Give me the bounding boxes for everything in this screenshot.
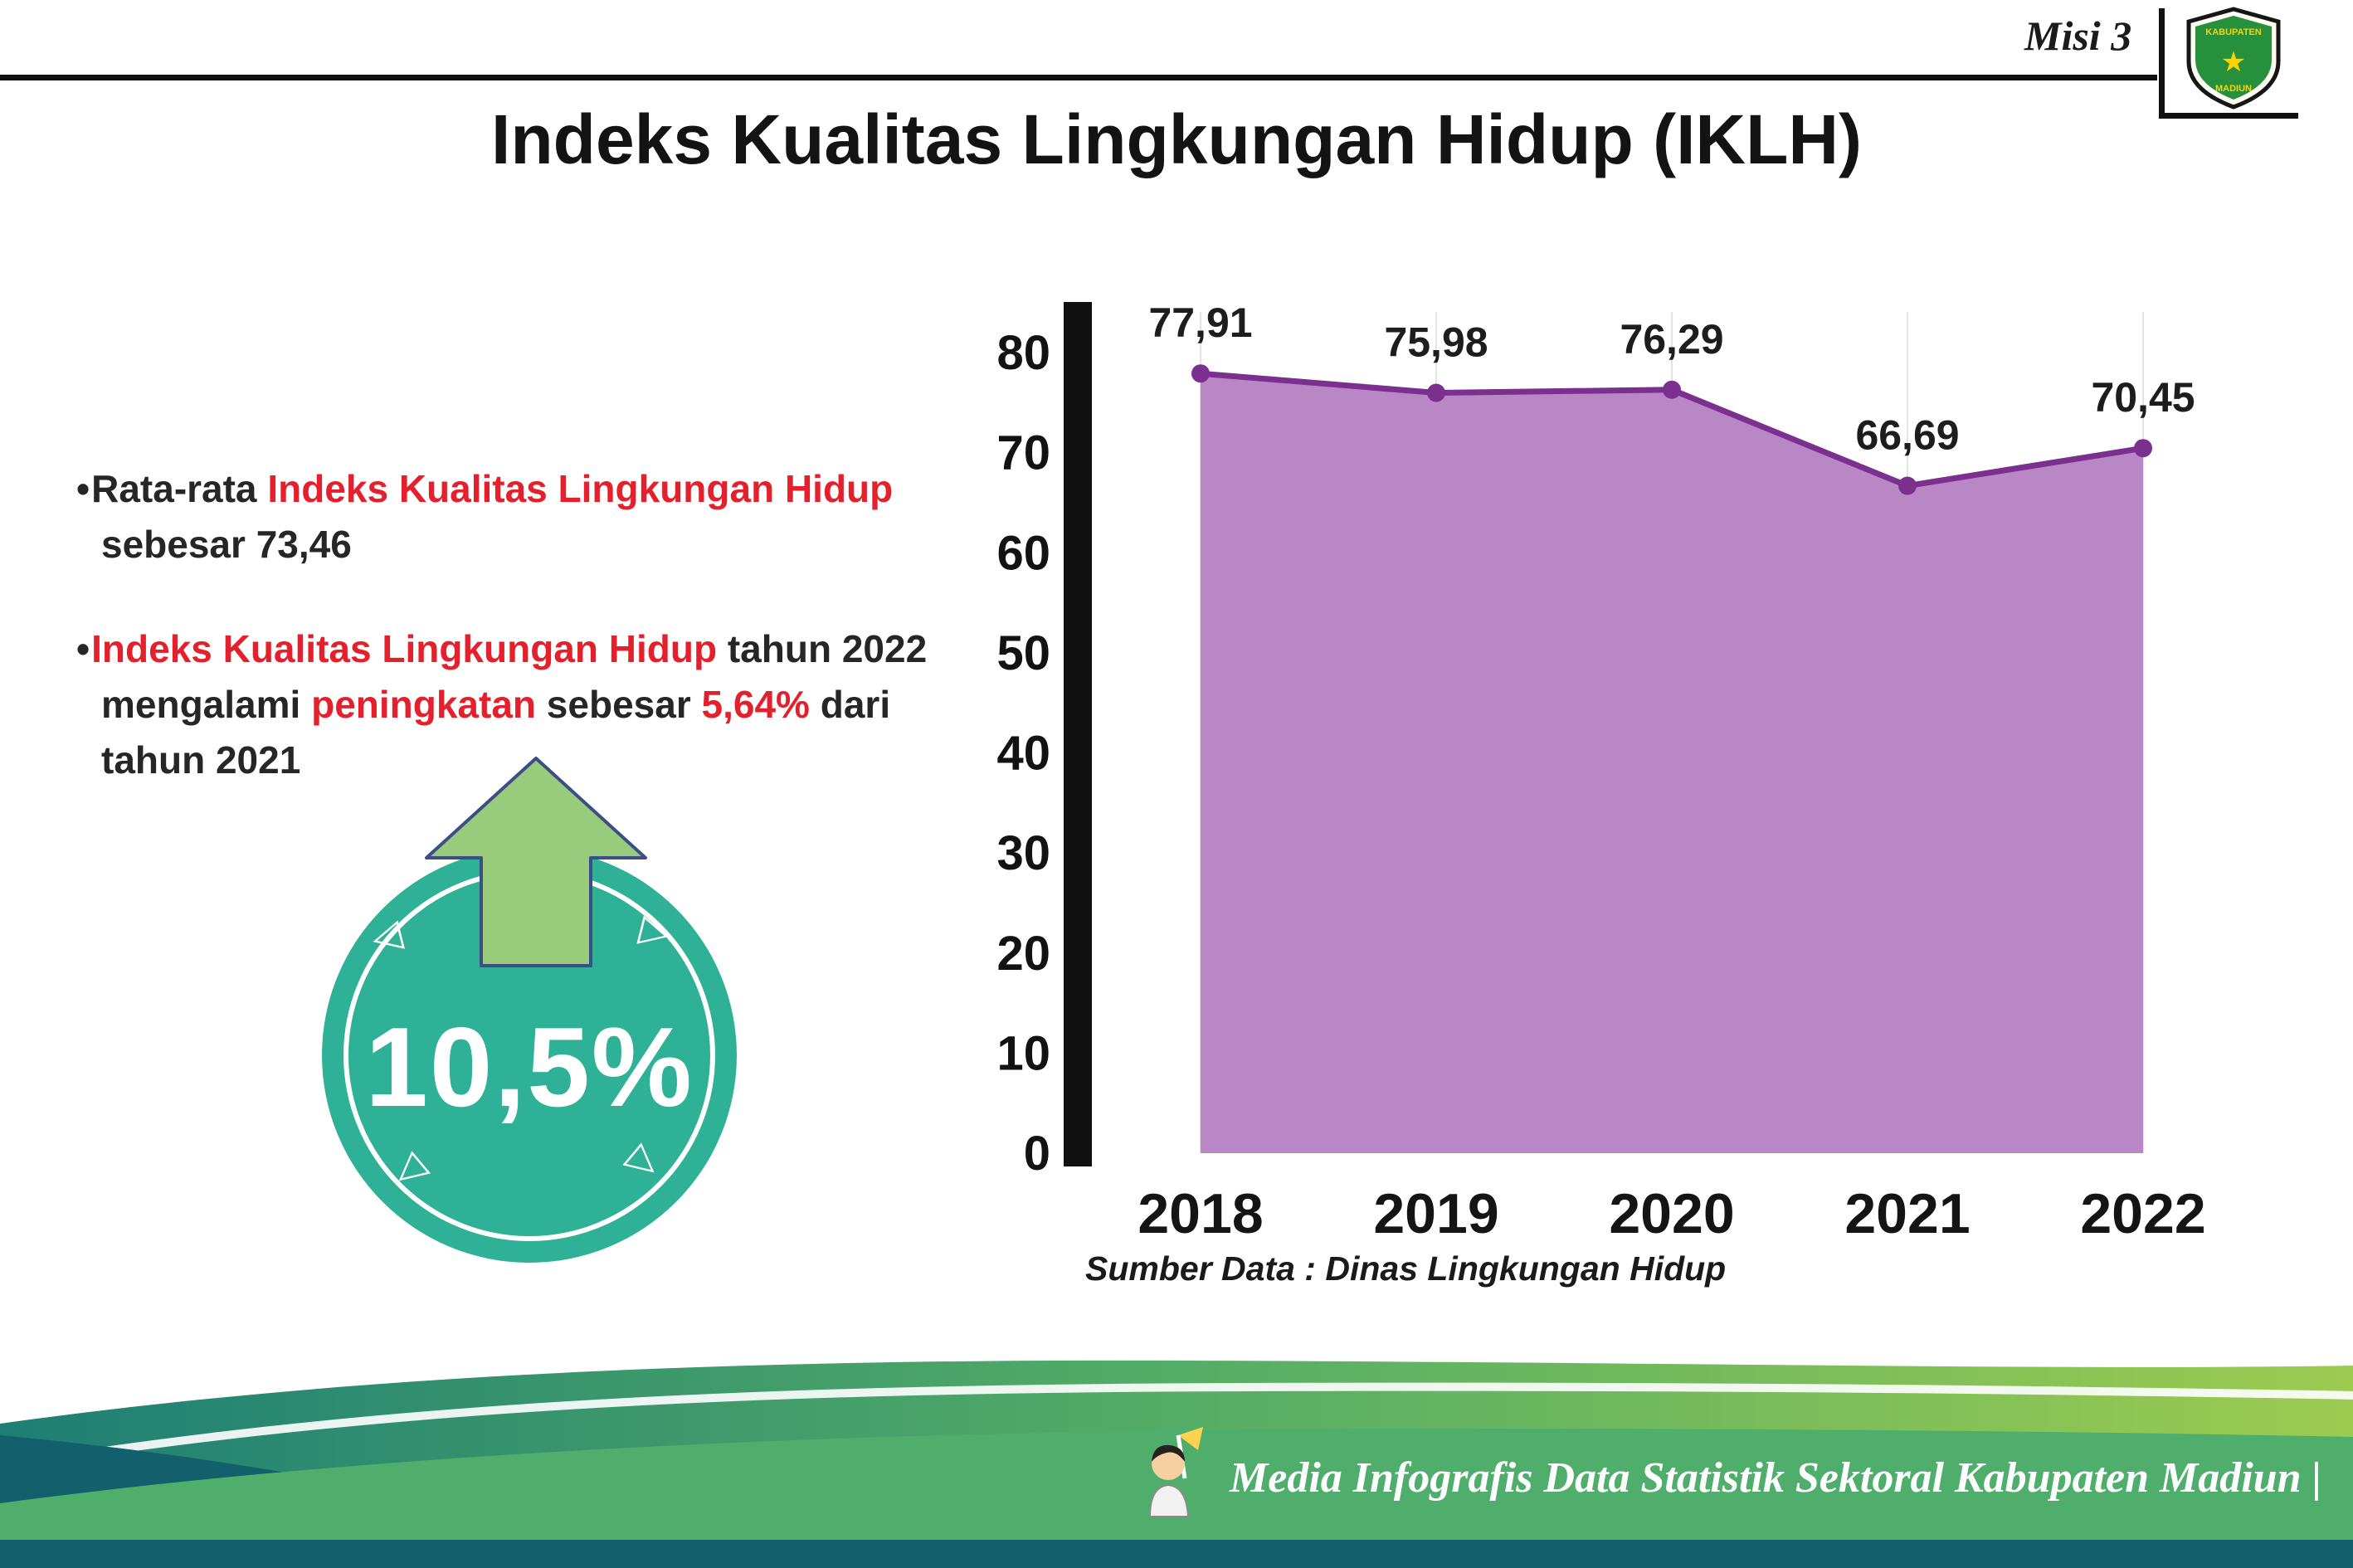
data-point-label: 75,98	[1384, 319, 1488, 365]
bullet-text-segment: dari tahun 2021	[101, 683, 891, 782]
up-arrow-shape	[425, 757, 647, 967]
bullet-text-segment: 5,64%	[701, 683, 810, 727]
logo-shield-field	[2195, 16, 2272, 100]
data-point	[1898, 476, 1917, 495]
y-tick-label: 0	[1024, 1127, 1050, 1181]
data-point	[1663, 380, 1681, 399]
y-tick-label: 10	[996, 1026, 1050, 1080]
misi-label: Misi 3	[2024, 12, 2132, 59]
data-point-label: 70,45	[2091, 374, 2195, 421]
bullet-text-segment: tahun 2022 mengalami	[101, 627, 928, 727]
mascot-flag	[1178, 1427, 1203, 1450]
badge-circle: 10,5%	[322, 848, 737, 1263]
bullet-item: •Rata-rata Indeks Kualitas Lingkungan Hi…	[76, 461, 968, 572]
x-tick-label: 2022	[2080, 1182, 2205, 1245]
footer-band	[0, 1429, 2353, 1540]
footer-bottom-strip	[0, 1540, 2353, 1568]
logo-kabupaten-text: KABUPATEN	[2205, 27, 2261, 37]
kabupaten-madiun-logo-icon: KABUPATEN ★ MADIUN	[2186, 7, 2281, 110]
data-point	[1427, 383, 1445, 402]
footer-wave-white-line	[0, 1382, 2353, 1472]
area-fill	[1201, 373, 2143, 1153]
y-tick-label: 50	[996, 626, 1050, 680]
x-tick-label: 2018	[1138, 1182, 1263, 1245]
y-tick-label: 20	[996, 927, 1050, 981]
logo-madiun-text: MADIUN	[2215, 84, 2252, 94]
bullet-dot: •	[76, 627, 90, 671]
iklh-area-chart: 77,91 75,98 76,29 66,69 70,45 0 10 20 30 40 50 60 70…	[996, 299, 2205, 1245]
bullet-list: •Rata-rata Indeks Kualitas Lingkungan Hi…	[76, 461, 968, 837]
badge-value: 10,5%	[365, 1004, 694, 1130]
y-tick-label: 80	[996, 326, 1050, 380]
x-tick-label: 2019	[1373, 1182, 1498, 1245]
bullet-text-segment: Rata-rata	[91, 467, 268, 510]
bullet-text-segment: sebesar 73,46	[101, 522, 352, 566]
mascot-hair	[1152, 1444, 1185, 1462]
bullet-text-segment: peningkatan	[311, 683, 537, 727]
logo-frame-line	[2159, 113, 2298, 119]
y-tick-label: 60	[996, 526, 1050, 580]
logo-star-icon: ★	[2221, 46, 2246, 79]
bullet-text-segment: Indeks Kualitas Lingkungan Hidup	[267, 467, 894, 510]
bullet-item: •Indeks Kualitas Lingkungan Hidup tahun …	[76, 621, 968, 787]
source-note: Sumber Data : Dinas Lingkungan Hidup	[1085, 1249, 1727, 1288]
mascot-head	[1152, 1447, 1185, 1480]
data-point-label: 76,29	[1620, 316, 1723, 363]
y-tick-label: 30	[996, 826, 1050, 880]
y-tick-label: 40	[996, 727, 1050, 781]
footer-text: Media Infografis Data Statistik Sektoral…	[1230, 1454, 2322, 1502]
y-tick-label: 70	[996, 426, 1050, 480]
data-point-label: 66,69	[1855, 412, 1959, 459]
x-tick-label: 2021	[1844, 1182, 1970, 1245]
mascot-icon	[1148, 1427, 1203, 1517]
data-point	[1191, 364, 1210, 383]
data-point-label: 77,91	[1148, 299, 1252, 346]
up-arrow-icon	[425, 757, 647, 967]
bullet-text-segment: Indeks Kualitas Lingkungan Hidup	[91, 627, 718, 671]
page-title: Indeks Kualitas Lingkungan Hidup (IKLH)	[490, 100, 1863, 178]
bullet-dot: •	[76, 467, 90, 510]
mascot-body	[1148, 1483, 1190, 1517]
y-axis	[1064, 302, 1092, 1166]
bullet-text-segment: sebesar	[536, 683, 702, 727]
data-point	[2134, 439, 2152, 458]
logo-frame-line	[2159, 8, 2165, 119]
top-rule	[0, 75, 2157, 80]
x-tick-label: 2020	[1609, 1182, 1734, 1245]
